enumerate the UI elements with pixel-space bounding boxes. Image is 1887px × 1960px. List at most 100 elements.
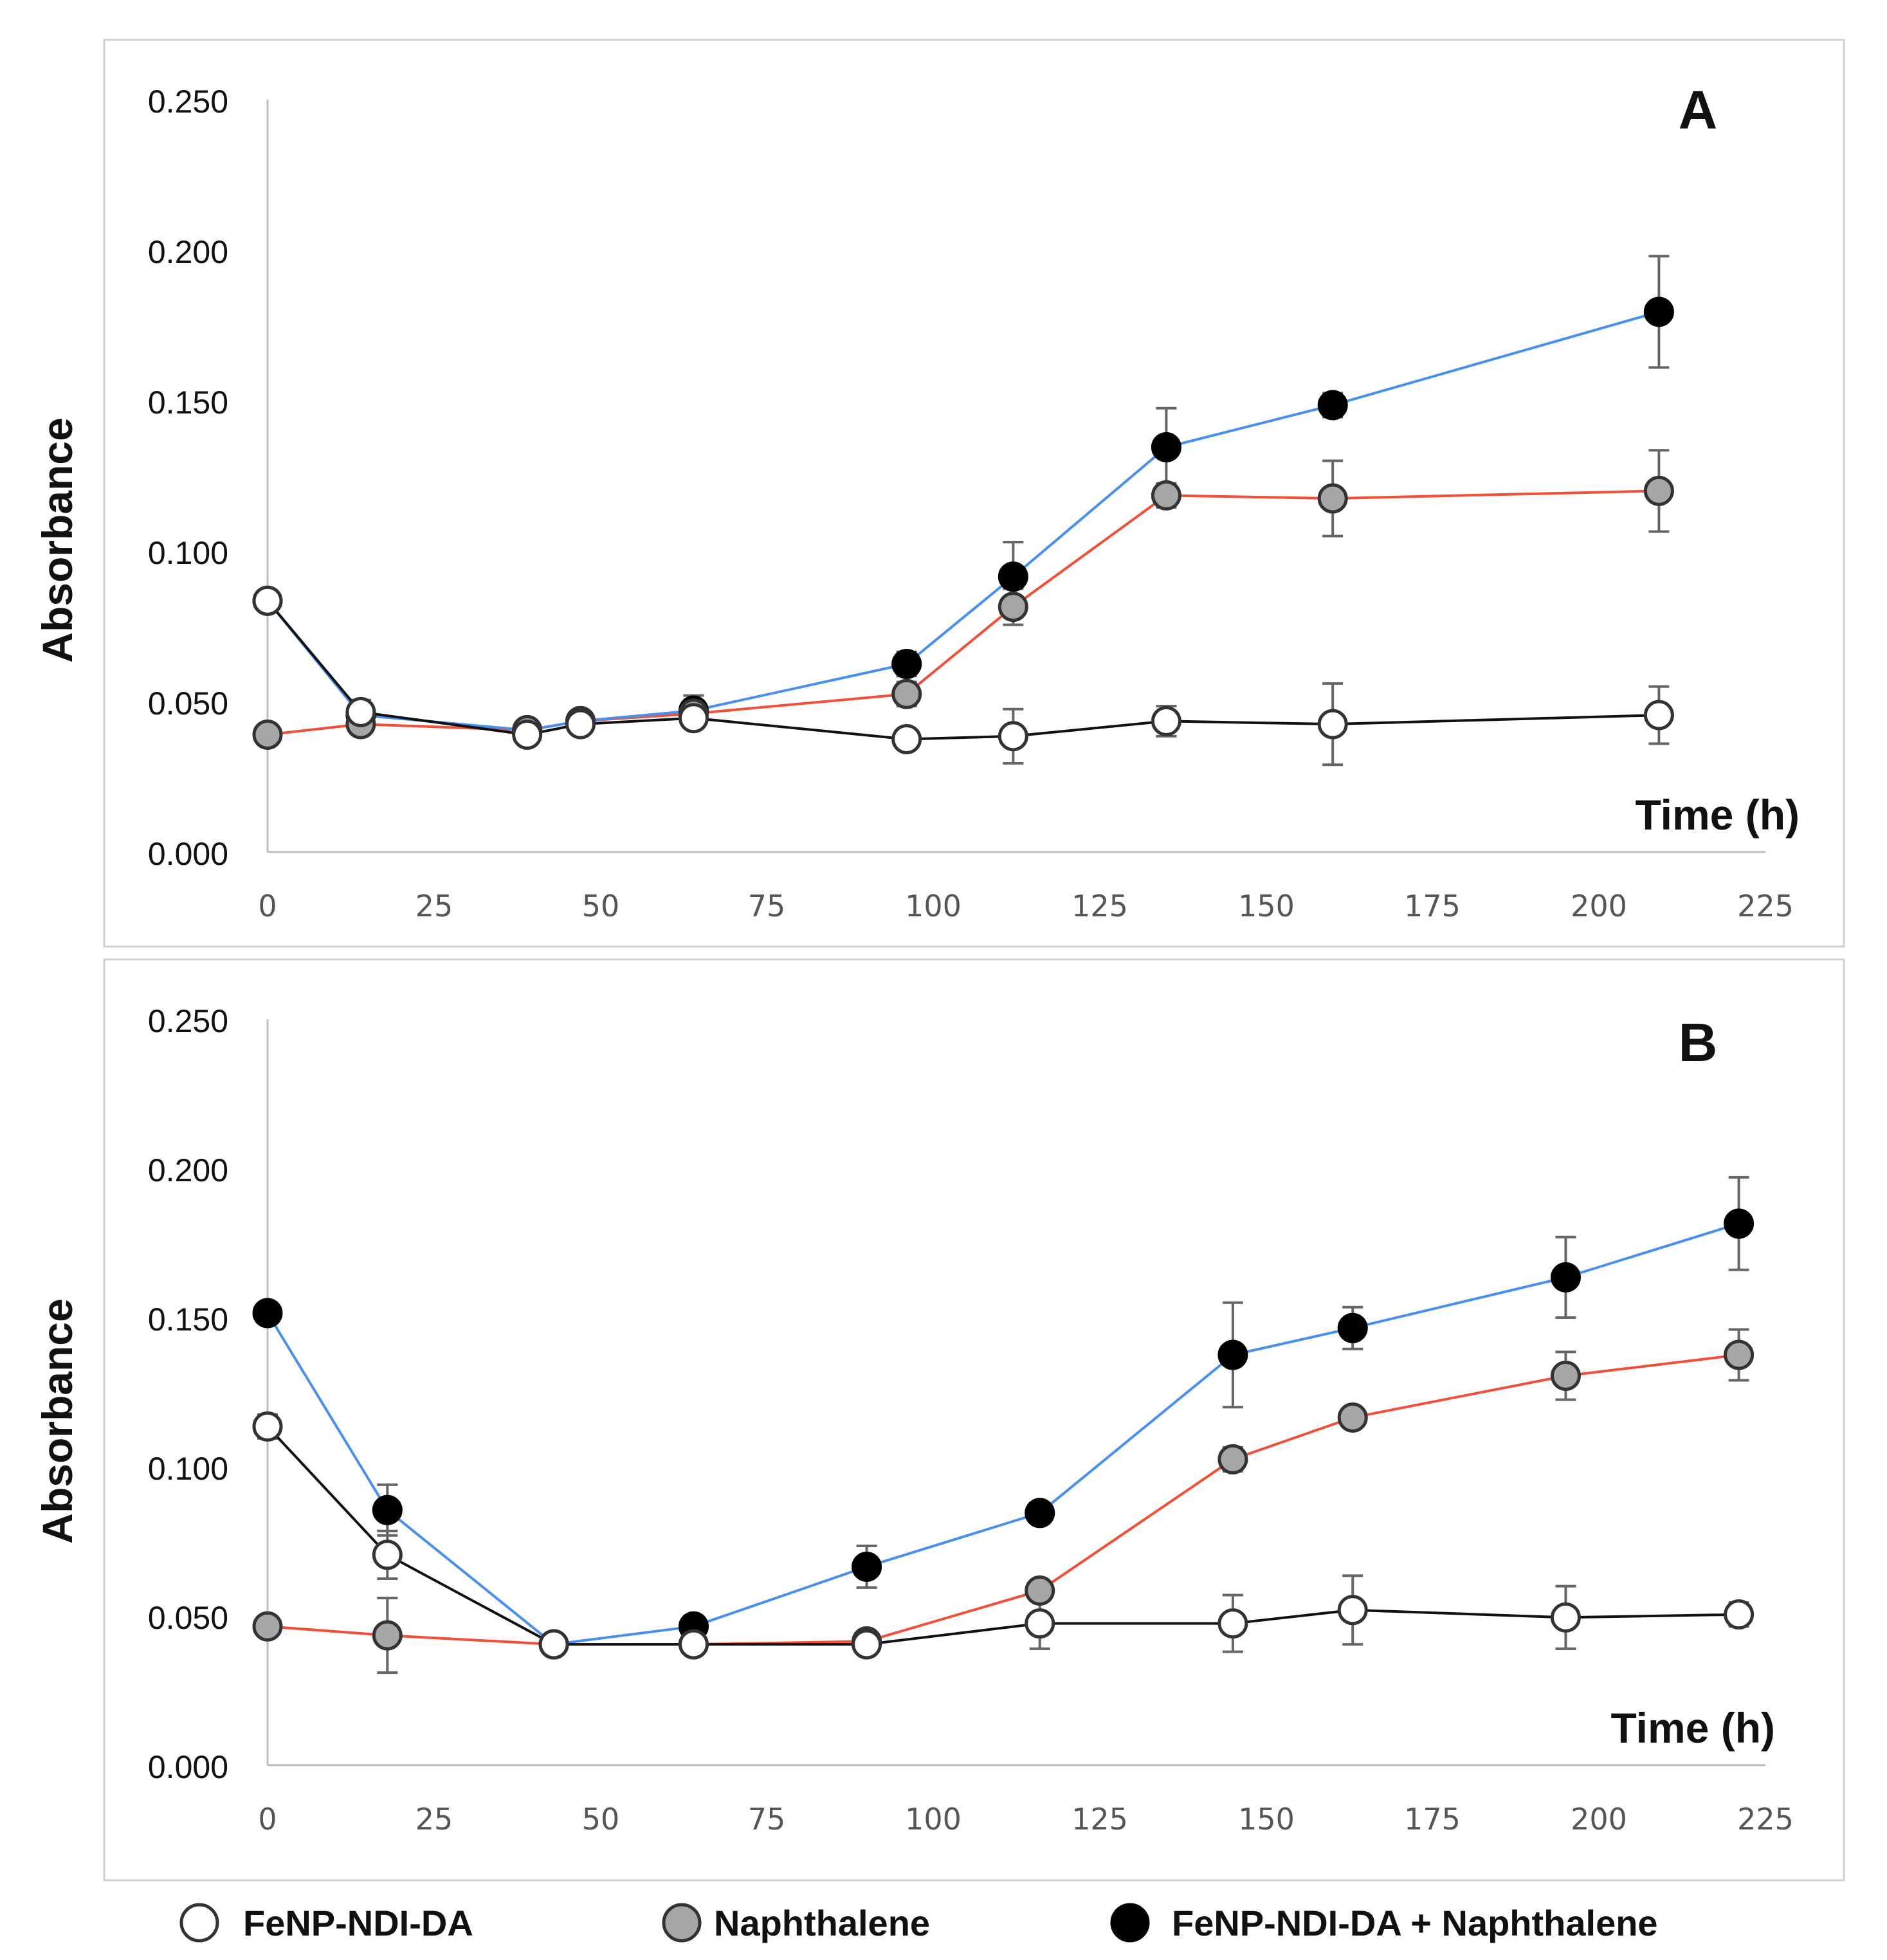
panel-a-point-naph	[891, 678, 922, 709]
panel-a-point-fenp	[512, 719, 543, 750]
panel-b-point-combo	[1550, 1262, 1581, 1293]
panel-a-point-combo	[1643, 296, 1674, 327]
panel-a-letter: A	[1679, 80, 1718, 140]
panel-a-point-naph	[1151, 480, 1181, 511]
panel-b-point-naph	[1724, 1339, 1755, 1370]
panel-a-y-ticks: 0.000 0.050 0.100 0.150 0.200 0.250	[148, 84, 228, 872]
legend-marker-combo	[1110, 1903, 1150, 1943]
panel-b-ytick: 0.000	[148, 1749, 228, 1785]
panel-b-point-fenp	[852, 1629, 882, 1660]
panel-a: A Absorbance Time (h) 0.000 0.050 0.100 …	[33, 39, 1845, 948]
panel-a-frame	[103, 39, 1845, 948]
panel-b-point-combo	[252, 1298, 283, 1329]
panel-b-point-fenp	[1217, 1608, 1248, 1639]
panel-b-point-fenp	[372, 1539, 403, 1570]
panel-a-x-ticks: 0 25 50 75 100 125 150 175 200 225	[258, 889, 1794, 923]
panel-b-point-fenp	[1025, 1608, 1055, 1639]
panel-b-xtick: 200	[1571, 1802, 1627, 1837]
panel-a-line-naph	[267, 489, 1659, 736]
panel-b-ytick: 0.050	[148, 1600, 228, 1636]
panel-a-xtick: 125	[1071, 889, 1128, 923]
legend-marker-naph	[662, 1903, 702, 1943]
panel-b-plot-area	[252, 1175, 1755, 1674]
panel-b-xtick: 25	[415, 1802, 453, 1837]
panel-a-point-fenp	[891, 724, 922, 754]
panel-a-xtick: 200	[1571, 889, 1627, 923]
panel-b-point-combo	[1025, 1498, 1055, 1529]
panel-b-frame	[103, 958, 1845, 1882]
panel-a-point-fenp	[998, 721, 1028, 752]
panel-b-point-fenp	[1337, 1595, 1368, 1626]
panel-a-plot-area	[252, 255, 1674, 767]
panel-b-point-fenp	[252, 1411, 283, 1442]
panel-b-ytick: 0.250	[148, 1003, 228, 1039]
panel-a-xtick: 25	[415, 889, 453, 923]
panel-a-point-fenp	[345, 696, 376, 727]
panel-a-xlabel: Time (h)	[1636, 791, 1800, 839]
panel-b-xtick: 175	[1404, 1802, 1461, 1837]
panel-b-y-ticks: 0.000 0.050 0.100 0.150 0.200 0.250	[148, 1003, 228, 1785]
panel-a-ytick: 0.100	[148, 535, 228, 571]
panel-b-point-naph	[1337, 1402, 1368, 1433]
panel-a-point-fenp	[678, 703, 709, 734]
panel-b-line-naph	[267, 1354, 1739, 1646]
panel-b-point-fenp	[1550, 1602, 1581, 1633]
panel-a-ytick: 0.050	[148, 685, 228, 721]
panel-b-line-fenp	[266, 1426, 1739, 1646]
panel-a-point-fenp	[565, 709, 596, 740]
panel-b-xtick: 150	[1238, 1802, 1295, 1837]
panel-b-point-naph	[1217, 1444, 1248, 1475]
panel-b-line-combo	[266, 1222, 1740, 1646]
panel-a-point-naph	[1317, 483, 1348, 514]
panel-a-xtick: 225	[1737, 889, 1794, 923]
panel-b-letter: B	[1679, 1012, 1718, 1073]
panel-a-point-fenp	[1317, 709, 1348, 740]
panel-b-ytick: 0.200	[148, 1152, 228, 1188]
panel-b: B Absorbance Time (h) 0.000 0.050 0.100 …	[33, 958, 1845, 1882]
panel-a-point-fenp	[1151, 705, 1181, 736]
panel-b-xlabel: Time (h)	[1611, 1704, 1775, 1752]
panel-a-ylabel: Absorbance	[33, 417, 81, 662]
panel-a-point-combo	[1317, 390, 1348, 421]
panel-b-point-combo	[1724, 1208, 1755, 1239]
panel-a-point-naph	[998, 592, 1028, 622]
panel-b-xtick: 75	[748, 1802, 786, 1837]
panel-a-point-fenp	[252, 585, 283, 616]
panel-b-xtick: 0	[258, 1802, 277, 1837]
legend-label-combo: FeNP-NDI-DA + Naphthalene	[1172, 1903, 1658, 1943]
panel-a-xtick: 0	[258, 889, 277, 923]
panel-b-xtick: 125	[1071, 1802, 1128, 1837]
panel-b-point-naph	[1550, 1360, 1581, 1391]
panel-a-point-naph	[1643, 475, 1674, 506]
panel-b-point-fenp	[678, 1629, 709, 1660]
panel-a-point-combo	[998, 561, 1028, 592]
panel-a-xtick: 150	[1238, 889, 1295, 923]
panel-b-point-naph	[1025, 1575, 1055, 1606]
panel-b-point-naph	[372, 1620, 403, 1651]
panel-a-point-combo	[1151, 432, 1181, 463]
panel-a-xtick: 50	[582, 889, 620, 923]
panel-a-ytick: 0.150	[148, 385, 228, 421]
panel-b-point-combo	[1217, 1339, 1248, 1370]
panel-a-point-fenp	[1643, 700, 1674, 730]
panel-b-ytick: 0.100	[148, 1451, 228, 1487]
panel-a-line-fenp	[266, 599, 1659, 741]
legend-label-fenp: FeNP-NDI-DA	[243, 1903, 473, 1943]
panel-b-xtick: 225	[1737, 1802, 1794, 1837]
legend: FeNP-NDI-DA Naphthalene FeNP-NDI-DA + Na…	[179, 1903, 1658, 1943]
panel-a-point-naph	[252, 719, 283, 750]
panel-b-ytick: 0.150	[148, 1302, 228, 1338]
panel-b-point-combo	[852, 1551, 882, 1582]
panel-a-ytick: 0.000	[148, 836, 228, 872]
panel-a-point-combo	[891, 649, 922, 679]
panel-a-ytick: 0.250	[148, 84, 228, 120]
panel-b-point-naph	[252, 1611, 283, 1642]
panel-b-point-combo	[372, 1494, 403, 1525]
panel-a-xtick: 175	[1404, 889, 1461, 923]
panel-b-ylabel: Absorbance	[33, 1298, 81, 1543]
legend-marker-fenp	[179, 1903, 219, 1943]
panel-b-xtick: 50	[582, 1802, 620, 1837]
panel-b-point-fenp	[538, 1629, 569, 1660]
legend-label-naph: Naphthalene	[714, 1903, 930, 1943]
